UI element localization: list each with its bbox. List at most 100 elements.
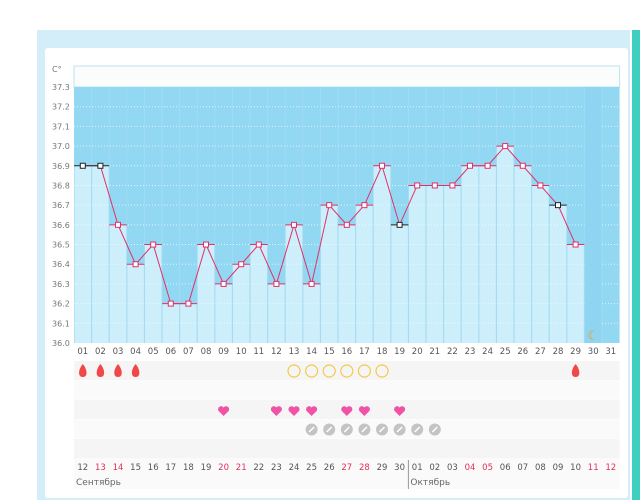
temperature-point xyxy=(291,221,297,228)
y-tick-label: 36.7 xyxy=(52,201,70,210)
temperature-point xyxy=(308,280,315,287)
temperature-point xyxy=(396,221,403,228)
temperature-point xyxy=(519,162,526,169)
calendar-date-label: 27 xyxy=(341,463,352,473)
temperature-bar xyxy=(356,205,373,343)
temperature-point xyxy=(414,182,421,189)
cycle-day-label: 12 xyxy=(271,347,282,357)
temperature-point xyxy=(167,300,174,307)
temperature-point xyxy=(467,162,473,169)
fertile-circle-icon xyxy=(305,364,319,378)
moon-icon: ☾ xyxy=(587,329,599,344)
cycle-day-label: 01 xyxy=(77,347,88,357)
calendar-date-label: 13 xyxy=(95,463,106,473)
calendar-date-label: 01 xyxy=(412,463,423,473)
fertile-circle-icon xyxy=(340,364,354,378)
calendar-date-label: 22 xyxy=(253,463,264,473)
temperature-bar xyxy=(549,205,567,343)
temperature-bar xyxy=(232,264,250,343)
temperature-point xyxy=(326,202,333,209)
fertile-circle-icon xyxy=(375,364,389,378)
cycle-day-label: 08 xyxy=(201,347,212,357)
temperature-point xyxy=(555,202,561,209)
cycle-day-label: 22 xyxy=(447,347,458,357)
heart-icon xyxy=(341,406,353,416)
heart-icon xyxy=(358,406,370,416)
cycle-day-label: 09 xyxy=(218,347,229,357)
cycle-day-label: 18 xyxy=(377,347,388,357)
cycle-day-label: 19 xyxy=(394,347,405,357)
calendar-date-label: 11 xyxy=(588,463,599,473)
cycle-day-label: 27 xyxy=(535,347,546,357)
calendar-date-label: 24 xyxy=(289,463,300,473)
cycle-day-label: 03 xyxy=(113,347,124,357)
blood-drop-icon xyxy=(79,364,87,377)
cycle-day-label: 31 xyxy=(605,347,616,357)
temperature-bar xyxy=(268,283,285,343)
cycle-day-label: 05 xyxy=(148,347,159,357)
calendar-date-label: 23 xyxy=(271,463,282,473)
temperature-point xyxy=(502,143,509,150)
blood-drop-icon xyxy=(131,364,140,377)
pill-icon-stroke xyxy=(378,426,386,433)
calendar-date-label: 09 xyxy=(553,463,564,473)
cycle-day-label: 28 xyxy=(553,347,564,357)
calendar-date-label: 21 xyxy=(236,463,247,473)
temperature-bar xyxy=(320,205,338,343)
heart-icon xyxy=(394,406,406,416)
calendar-date-label: 17 xyxy=(165,463,176,473)
cycle-day-label: 20 xyxy=(412,347,423,357)
y-tick-label: 36.0 xyxy=(52,339,70,348)
pill-icon-stroke xyxy=(431,426,438,433)
calendar-date-label: 29 xyxy=(377,463,388,473)
side-scrollbar[interactable] xyxy=(632,30,640,500)
y-tick-label: 36.5 xyxy=(52,241,70,250)
blood-drop-icon xyxy=(114,364,122,377)
temperature-bar xyxy=(250,244,268,343)
calendar-date-label: 19 xyxy=(201,463,212,473)
cycle-day-label: 16 xyxy=(341,347,352,357)
temperature-bar xyxy=(338,224,356,343)
today-column xyxy=(584,87,602,343)
temperature-point xyxy=(150,241,157,248)
cycle-day-label: 26 xyxy=(517,347,528,357)
temperature-bar xyxy=(144,244,162,343)
y-tick-label: 36.9 xyxy=(52,162,70,171)
temperature-bar xyxy=(391,224,408,343)
month-label: Сентябрь xyxy=(76,478,121,488)
cycle-day-label: 25 xyxy=(500,347,511,357)
heart-icon xyxy=(218,406,230,416)
temperature-point xyxy=(255,241,262,248)
temperature-bar xyxy=(408,185,426,343)
pill-icon-stroke xyxy=(326,426,333,433)
calendar-date-label: 03 xyxy=(447,463,458,473)
y-tick-label: 37.1 xyxy=(52,122,70,131)
y-tick-label: 37.3 xyxy=(52,83,70,92)
temperature-point xyxy=(79,162,86,169)
temperature-bar xyxy=(514,165,532,343)
temperature-point xyxy=(431,182,438,189)
calendar-date-label: 15 xyxy=(130,463,141,473)
temperature-bar xyxy=(215,283,232,343)
blood-drop-icon xyxy=(571,364,580,377)
y-tick-label: 36.8 xyxy=(52,181,70,190)
calendar-date-label: 06 xyxy=(500,463,511,473)
temperature-bar xyxy=(532,185,549,343)
pill-icon-stroke xyxy=(396,426,403,433)
cycle-day-label: 24 xyxy=(482,347,493,357)
temperature-bar xyxy=(303,283,320,343)
temperature-point xyxy=(537,182,544,189)
heart-icon xyxy=(270,406,282,416)
fertile-circle-icon xyxy=(287,364,301,378)
temperature-point xyxy=(343,221,350,228)
y-tick-label: 36.4 xyxy=(52,260,70,269)
symptom-row xyxy=(74,380,620,400)
cycle-day-label: 06 xyxy=(165,347,176,357)
calendar-date-label: 08 xyxy=(535,463,546,473)
calendar-date-label: 26 xyxy=(324,463,335,473)
temperature-point xyxy=(572,241,579,248)
y-tick-label: 37.2 xyxy=(52,103,70,112)
heart-icon xyxy=(306,406,318,416)
calendar-date-label: 18 xyxy=(183,463,194,473)
temperature-bar xyxy=(461,165,479,343)
